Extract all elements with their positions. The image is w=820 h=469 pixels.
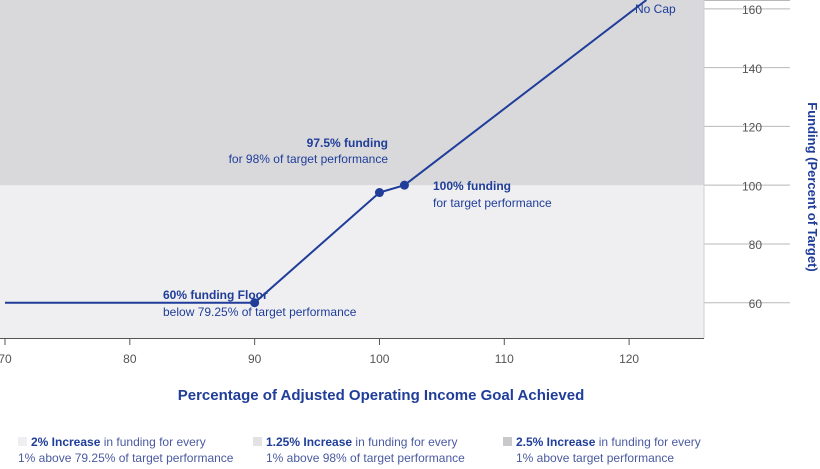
legend-line2: 1% above target performance — [516, 451, 675, 465]
y-tick-label: 80 — [749, 238, 763, 252]
y-tick-label: 60 — [749, 297, 763, 311]
legend-swatch — [503, 437, 512, 446]
legend-swatch — [253, 437, 262, 446]
annotation-100-text: for target performance — [433, 196, 552, 210]
y-axis-title: Funding (Percent of Target) — [805, 102, 820, 271]
legend-text: in funding for every — [595, 435, 701, 449]
annotation-floor-title: 60% funding Floor — [163, 288, 268, 302]
x-axis-title: Percentage of Adjusted Operating Income … — [178, 387, 584, 404]
y-ticks: 60 80 100 120 140 160 — [742, 3, 762, 311]
y-tick-label: 100 — [742, 179, 762, 193]
annotation-975-text: for 98% of target performance — [229, 152, 389, 166]
funding-chart: 70 80 90 100 110 120 60 80 100 120 140 160 60% fun… — [0, 0, 820, 404]
legend-line2: 1% above 79.25% of target performance — [18, 451, 234, 465]
legend-text: in funding for every — [100, 435, 206, 449]
annotation-floor-text: below 79.25% of target performance — [163, 305, 357, 319]
x-tick-label: 120 — [619, 352, 639, 366]
markers — [250, 180, 409, 308]
data-point-marker — [399, 180, 409, 190]
background-bands — [0, 0, 704, 338]
band-1 — [0, 0, 704, 186]
grid-lines — [703, 0, 790, 338]
x-tick-label: 70 — [0, 352, 12, 366]
annotation-975-title: 97.5% funding — [307, 136, 388, 150]
x-tick-label: 110 — [495, 352, 514, 366]
y-tick-label: 140 — [742, 62, 762, 76]
legend-line2: 1% above 98% of target performance — [266, 451, 465, 465]
data-point-marker — [374, 188, 384, 198]
legend-item-2: 1.25% Increase in funding for every 1% a… — [253, 434, 465, 466]
legend-bold: 2.5% Increase — [516, 435, 596, 449]
band-0 — [0, 185, 704, 338]
legend-item-1: 2% Increase in funding for every 1% abov… — [18, 434, 233, 466]
legend-item-3: 2.5% Increase in funding for every 1% ab… — [503, 434, 701, 466]
legend-text: in funding for every — [352, 435, 458, 449]
legend-bold: 1.25% Increase — [266, 435, 353, 449]
legend-bold: 2% Increase — [31, 435, 101, 449]
x-tick-label: 80 — [123, 352, 137, 366]
x-tick-label: 90 — [248, 352, 262, 366]
x-tick-label: 100 — [369, 352, 389, 366]
y-tick-label: 160 — [742, 3, 762, 17]
annotation-no-cap: No Cap — [635, 2, 676, 16]
y-tick-label: 120 — [742, 121, 762, 135]
x-ticks: 70 80 90 100 110 120 — [0, 338, 639, 366]
data-point-marker — [250, 298, 260, 308]
legend-swatch — [18, 437, 27, 446]
annotation-100-title: 100% funding — [433, 179, 511, 193]
